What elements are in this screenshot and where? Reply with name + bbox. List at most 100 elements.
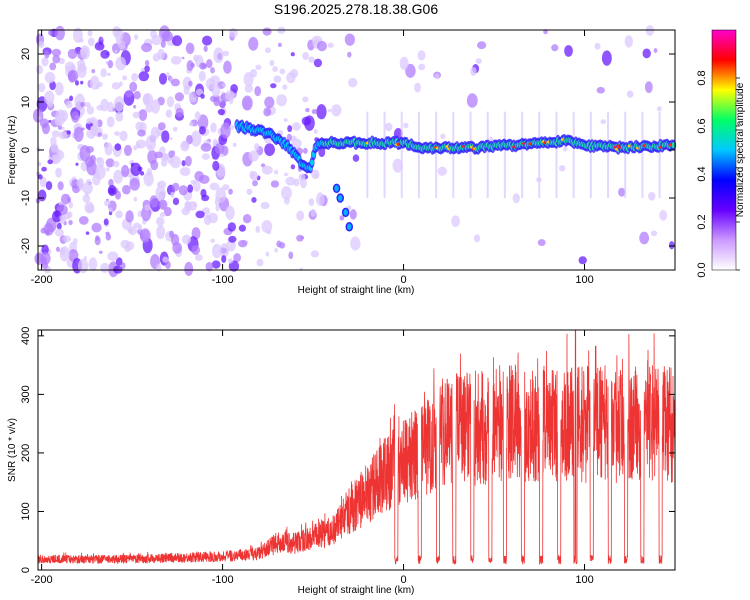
secondary-trace-point	[345, 222, 354, 232]
noise-blob	[47, 159, 53, 165]
noise-blob	[57, 124, 63, 130]
noise-blob	[56, 246, 60, 252]
noise-blob	[656, 106, 662, 112]
noise-blob	[283, 118, 288, 122]
noise-blob	[195, 210, 205, 219]
noise-blob	[475, 58, 482, 64]
noise-blob	[284, 196, 290, 205]
noise-blob	[184, 201, 190, 209]
noise-blob	[451, 215, 460, 228]
noise-blob	[122, 184, 131, 195]
noise-blob	[62, 235, 72, 243]
noise-blob	[200, 93, 205, 99]
noise-blob	[135, 139, 147, 149]
noise-blob	[255, 225, 261, 234]
noise-blob	[170, 78, 180, 87]
noise-blob	[291, 138, 302, 149]
noise-blob	[67, 70, 77, 83]
noise-blob	[299, 177, 307, 189]
noise-blob	[40, 227, 47, 234]
noise-blob	[198, 174, 210, 184]
noise-blob	[170, 191, 175, 198]
noise-blob	[210, 67, 215, 74]
noise-blob	[414, 82, 422, 93]
noise-blob	[96, 157, 105, 168]
noise-blob	[135, 121, 144, 132]
noise-blob	[313, 129, 318, 134]
noise-blob	[213, 98, 221, 107]
spectrogram-y-tick-label: 0	[20, 147, 32, 153]
noise-blob	[61, 126, 65, 131]
noise-blob	[138, 109, 148, 122]
noise-blob	[186, 60, 194, 72]
noise-blob	[262, 27, 272, 36]
noise-blob	[107, 60, 114, 69]
noise-blob	[119, 130, 128, 142]
noise-blob	[165, 260, 171, 270]
noise-blob	[137, 166, 143, 172]
noise-blob	[58, 131, 68, 140]
snr-frame	[37, 329, 676, 571]
noise-blob	[168, 150, 175, 159]
noise-blob	[270, 180, 280, 188]
noise-blob	[112, 26, 121, 38]
noise-blob	[276, 240, 282, 248]
noise-blob	[668, 241, 675, 250]
noise-blob	[179, 166, 191, 177]
snr-x-ticks: -200 -100 0 100	[31, 330, 594, 586]
noise-blob	[403, 122, 409, 129]
noise-blob	[650, 230, 658, 237]
noise-blob	[134, 34, 139, 40]
snr-y-tick-label: 200	[20, 444, 32, 462]
noise-blob	[489, 136, 493, 143]
noise-blob	[188, 92, 194, 100]
noise-blob	[114, 49, 118, 53]
noise-blob	[470, 66, 477, 77]
noise-blob	[310, 250, 319, 258]
noise-blob	[82, 182, 93, 195]
noise-blob	[157, 182, 161, 187]
noise-blob	[45, 180, 53, 191]
snr-x-axis-label: Height of straight line (km)	[298, 585, 415, 596]
noise-blob	[129, 81, 138, 92]
noise-blob	[300, 236, 305, 240]
noise-blob	[76, 63, 87, 79]
noise-blob	[115, 210, 123, 219]
noise-blob	[133, 196, 138, 202]
noise-blob	[143, 172, 154, 187]
noise-blob	[185, 42, 195, 55]
noise-blob	[115, 111, 124, 122]
noise-blob	[194, 111, 201, 120]
noise-blob	[170, 155, 181, 169]
noise-blob	[229, 27, 238, 38]
noise-blob	[52, 54, 61, 64]
noise-blob	[115, 56, 127, 71]
noise-blob	[163, 206, 172, 217]
noise-blob	[558, 165, 566, 172]
noise-blob	[78, 215, 89, 225]
noise-blob	[200, 188, 207, 198]
secondary-trace-point	[332, 183, 341, 194]
noise-blob	[600, 119, 607, 125]
noise-blob	[37, 82, 46, 93]
spectrogram-x-tick-label: 0	[400, 274, 406, 286]
noise-blob	[277, 42, 282, 48]
noise-blob	[78, 38, 84, 43]
noise-blob	[129, 222, 133, 225]
chart-title: S196.2025.278.18.38.G06	[274, 1, 438, 17]
noise-blob	[200, 143, 212, 152]
noise-blob	[296, 210, 305, 221]
noise-blob	[103, 218, 109, 226]
noise-blob	[279, 68, 286, 75]
noise-blob	[118, 40, 126, 50]
noise-blob	[222, 50, 230, 57]
noise-blob	[223, 60, 232, 74]
noise-blob	[100, 49, 110, 59]
noise-blob	[120, 262, 126, 270]
noise-blob	[159, 212, 166, 218]
noise-blob	[302, 52, 310, 60]
noise-blob	[41, 166, 47, 172]
noise-blob	[203, 45, 208, 53]
noise-blob	[87, 29, 93, 37]
noise-blob	[248, 36, 259, 51]
